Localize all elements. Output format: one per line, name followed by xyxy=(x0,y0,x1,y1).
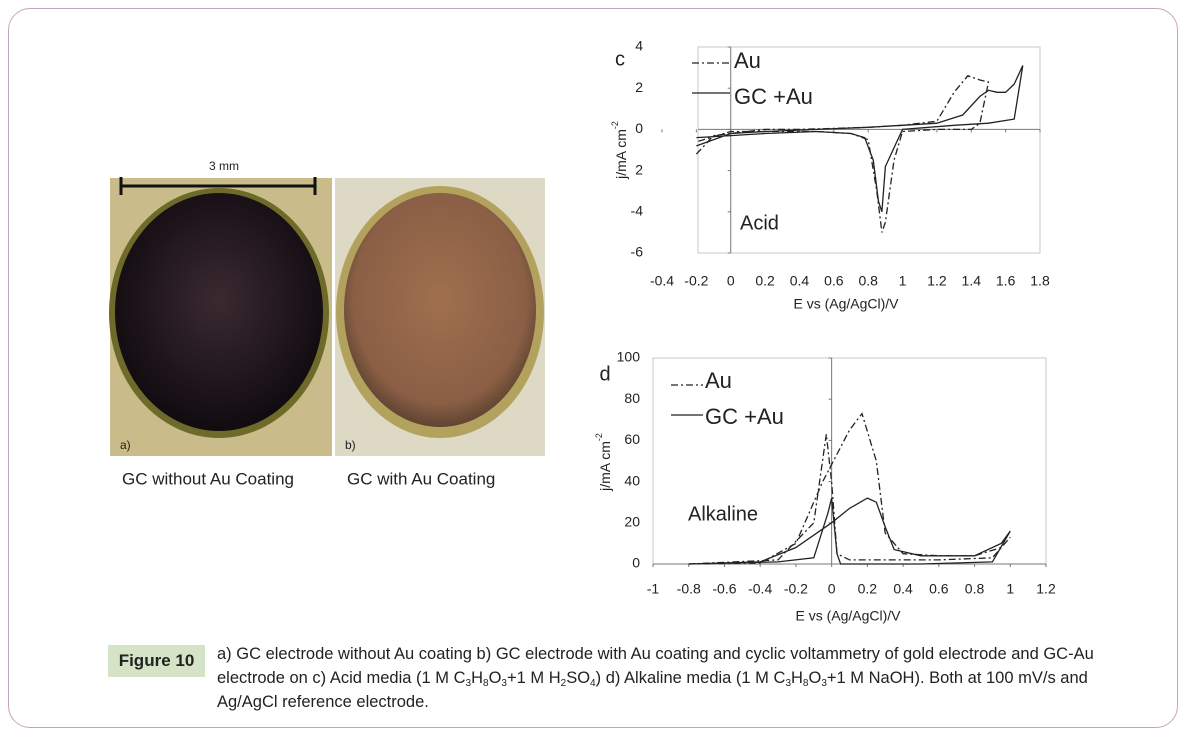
y-axis-title-sup: -2 xyxy=(594,433,604,441)
cv-curve xyxy=(688,497,1011,565)
y-axis-title-main: j/mA cm xyxy=(597,441,613,492)
figure-caption: a) GC electrode without Au coating b) GC… xyxy=(217,642,1097,714)
photo-label: a) xyxy=(120,438,131,452)
caption-text: O xyxy=(808,669,822,687)
panel-label: c xyxy=(615,48,625,70)
legend-label: Au xyxy=(734,48,761,73)
x-axis-title: E vs (Ag/AgCl)/V xyxy=(793,296,899,312)
annotation: Alkaline xyxy=(688,503,758,525)
caption-subscript: 3 xyxy=(821,678,827,689)
caption-subscript: 4 xyxy=(590,678,596,689)
y-tick-label: -6 xyxy=(631,244,644,260)
x-tick-label: 1.2 xyxy=(927,273,947,289)
plot-frame xyxy=(697,46,1041,254)
y-tick-label: 80 xyxy=(624,390,640,406)
legend-label: GC +Au xyxy=(734,84,813,109)
x-tick-label: 1.6 xyxy=(996,273,1016,289)
y-tick-label: 20 xyxy=(624,514,640,530)
x-tick-label: 1.2 xyxy=(1036,581,1056,597)
photo-caption: GC with Au Coating xyxy=(347,469,495,488)
y-axis-title-main: j/mA cm xyxy=(613,129,629,180)
caption-subscript: 3 xyxy=(785,678,791,689)
annotation: Acid xyxy=(740,212,779,234)
panel-label: d xyxy=(599,363,610,385)
x-tick-label: -0.6 xyxy=(712,581,736,597)
y-tick-label: -4 xyxy=(631,203,644,219)
x-tick-label: 0 xyxy=(727,273,735,289)
caption-text: +1 M H xyxy=(506,669,561,687)
x-tick-label: 0.8 xyxy=(858,273,878,289)
x-tick-label: -0.8 xyxy=(677,581,701,597)
y-tick-label: 4 xyxy=(635,38,643,54)
caption-subscript: 3 xyxy=(501,678,507,689)
x-tick-label: -0.4 xyxy=(650,273,674,289)
x-tick-label: -1 xyxy=(647,581,660,597)
photo-label: b) xyxy=(345,438,356,452)
cv-curve xyxy=(696,65,1024,213)
figure-frame xyxy=(8,8,1178,728)
x-tick-label: 0.8 xyxy=(965,581,985,597)
x-tick-label: 0.4 xyxy=(893,581,913,597)
caption-text: a) GC electrode without Au coating b) GC… xyxy=(217,645,1094,687)
electrode-gc-au xyxy=(344,193,536,427)
x-tick-label: 1 xyxy=(899,273,907,289)
caption-subscript: 8 xyxy=(802,678,809,689)
y-tick-label: 0 xyxy=(635,120,643,136)
legend-label: Au xyxy=(705,368,732,393)
caption-subscript: 3 xyxy=(465,678,472,689)
x-tick-label: 0.2 xyxy=(755,273,775,289)
y-tick-label: 2 xyxy=(635,161,643,177)
y-tick-label: 40 xyxy=(624,472,640,488)
caption-text: ) d) Alkaline media (1 M C xyxy=(595,669,786,687)
x-tick-label: -0.2 xyxy=(784,581,808,597)
y-tick-label: 0 xyxy=(632,555,640,571)
y-axis-title-sup: -2 xyxy=(610,121,620,129)
legend-label: GC +Au xyxy=(705,404,784,429)
x-tick-label: -0.4 xyxy=(748,581,772,597)
cv-curve xyxy=(688,412,1011,565)
y-axis-title: j/mA cm-2 xyxy=(594,433,612,492)
electrode-gc xyxy=(115,193,323,431)
x-tick-label: 0.4 xyxy=(790,273,810,289)
caption-text: +1 M NaOH). Both at 100 mV/s and Ag/AgCl… xyxy=(217,669,1088,711)
caption-subscript: 2 xyxy=(560,678,567,689)
x-tick-label: -0.2 xyxy=(684,273,708,289)
x-tick-label: 0 xyxy=(828,581,836,597)
x-axis-title: E vs (Ag/AgCl)/V xyxy=(795,608,901,624)
photo-caption: GC without Au Coating xyxy=(122,469,294,488)
x-tick-label: 0.6 xyxy=(929,581,949,597)
caption-text: H xyxy=(471,669,484,687)
x-tick-label: 1.4 xyxy=(962,273,982,289)
y-axis-title: j/mA cm-2 xyxy=(610,121,628,180)
scale-label: 3 mm xyxy=(209,159,239,173)
y-tick-label: 60 xyxy=(624,431,640,447)
x-tick-label: 0.6 xyxy=(824,273,844,289)
x-tick-label: 0.2 xyxy=(858,581,878,597)
caption-text: H xyxy=(791,669,803,687)
figure-label: Figure 10 xyxy=(108,645,205,677)
caption-text: SO xyxy=(566,669,591,687)
y-tick-label: 100 xyxy=(617,349,641,365)
y-tick-label: 2 xyxy=(635,79,643,95)
caption-subscript: 8 xyxy=(483,678,489,689)
x-tick-label: 1.8 xyxy=(1030,273,1050,289)
x-tick-label: 1 xyxy=(1006,581,1014,597)
caption-text: O xyxy=(488,669,502,687)
